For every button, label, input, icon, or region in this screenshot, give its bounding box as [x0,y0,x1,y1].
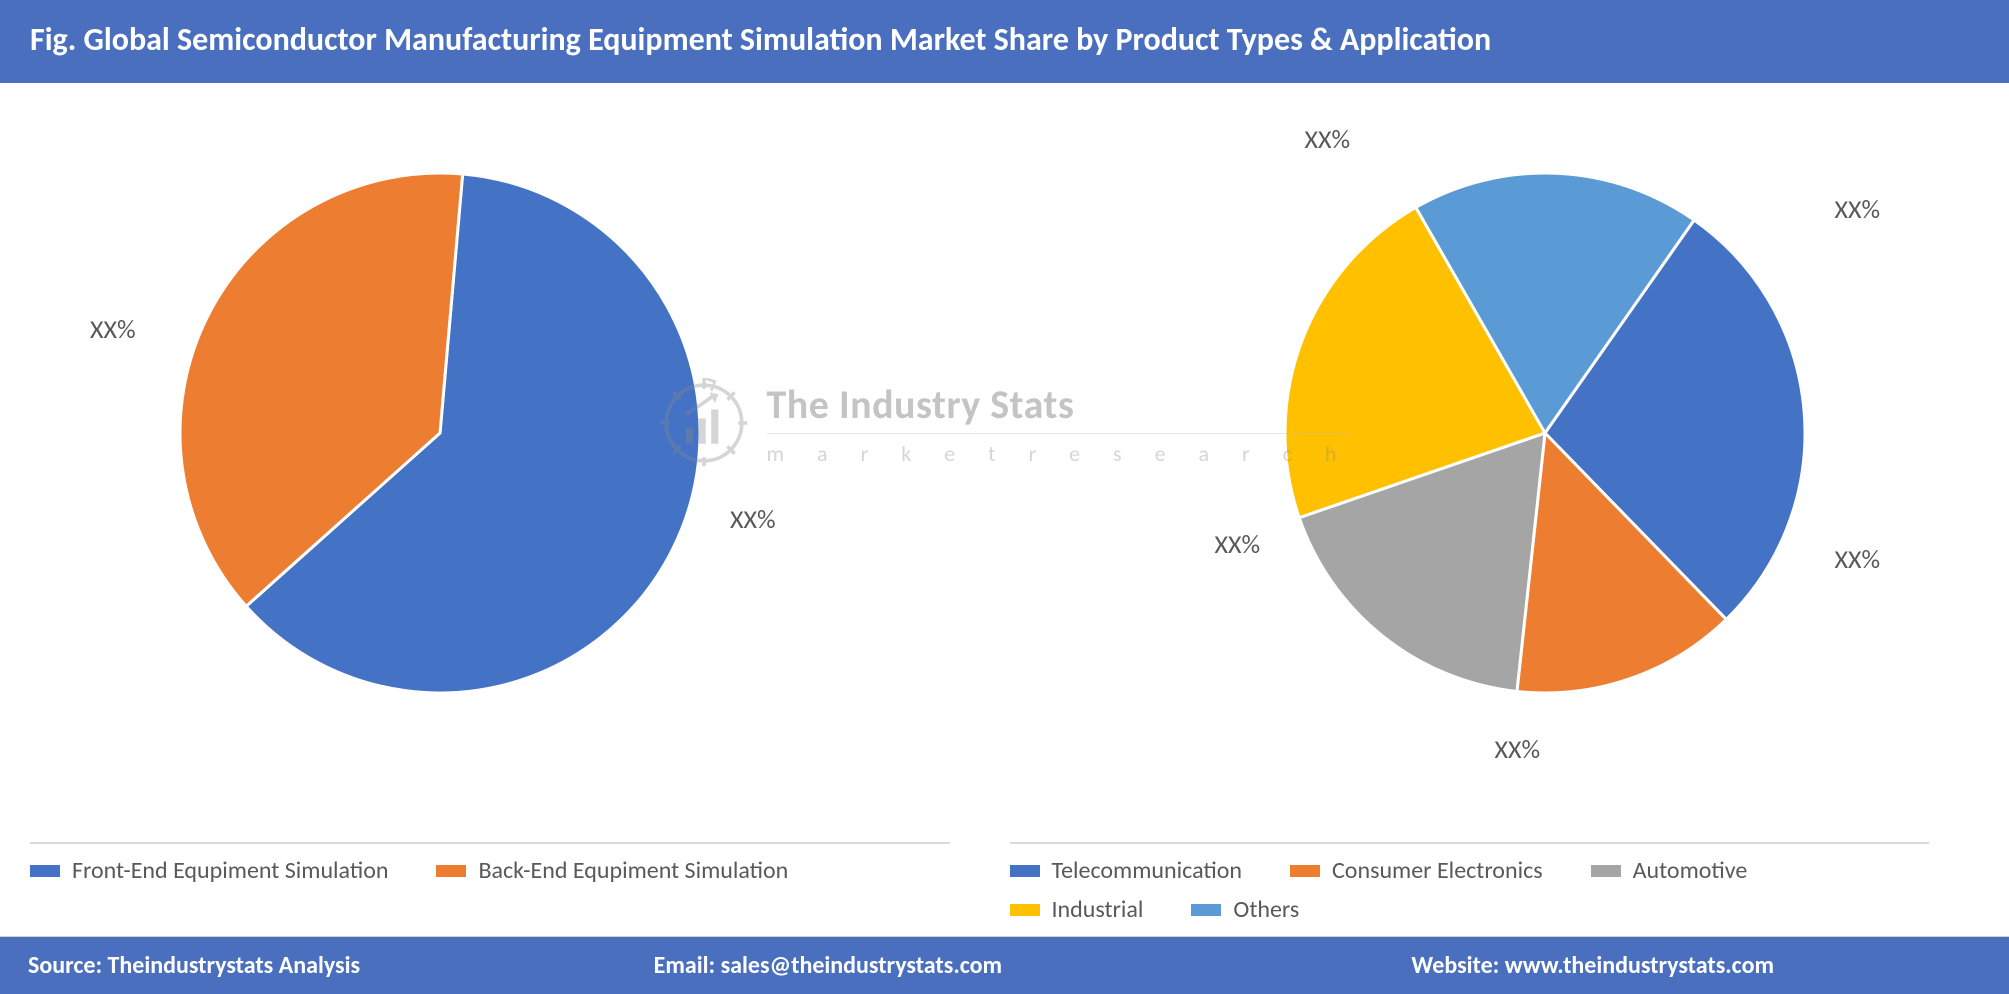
legend-label: Automotive [1633,856,1748,885]
legend-item: Industrial [1010,895,1144,924]
legend-item: Consumer Electronics [1290,856,1543,885]
footer-bar: Source: Theindustrystats Analysis Email:… [0,936,2009,994]
figure-title: Fig. Global Semiconductor Manufacturing … [30,20,1491,59]
figure-title-bar: Fig. Global Semiconductor Manufacturing … [0,0,2009,83]
product-types-pie [180,173,700,693]
legend-label: Consumer Electronics [1332,856,1543,885]
footer-website: Website: www.theindustrystats.com [1251,937,2009,994]
slice-label: XX% [1835,193,1881,225]
legend-label: Front-End Equpiment Simulation [72,856,388,885]
slice-label: XX% [1215,528,1261,560]
product-types-pie-cell: XX% XX% [0,83,1005,763]
product-types-legend: Front-End Equpiment Simulation Back-End E… [0,842,980,924]
legend-item: Automotive [1591,856,1748,885]
legend-swatch [436,865,466,877]
legend-row: Front-End Equpiment Simulation Back-End E… [0,842,2009,924]
application-pie-cell: XX% XX% XX% XX% XX% [1005,83,2009,763]
footer-source: Source: Theindustrystats Analysis [0,937,626,994]
legend-swatch [1290,865,1320,877]
footer-email: Email: sales@theindustrystats.com [626,937,1252,994]
legend-item: Telecommunication [1010,856,1243,885]
legend-swatch [1591,865,1621,877]
legend-item: Front-End Equpiment Simulation [30,856,388,885]
charts-row: XX%XX% XX%XX%XX%XX%XX% [0,83,2009,763]
legend-swatch [30,865,60,877]
application-pie [1285,173,1805,693]
legend-items-left: Front-End Equpiment Simulation Back-End E… [30,842,950,885]
legend-swatch [1010,904,1040,916]
slice-label: XX% [1835,543,1881,575]
application-legend: Telecommunication Consumer Electronics Aut… [980,842,2009,924]
legend-label: Industrial [1052,895,1144,924]
legend-item: Back-End Equpiment Simulation [436,856,788,885]
slice-label: XX% [90,313,136,345]
legend-label: Back-End Equpiment Simulation [478,856,788,885]
legend-swatch [1191,904,1221,916]
slice-label: XX% [1305,123,1351,155]
slice-label: XX% [730,503,776,535]
legend-swatch [1010,865,1040,877]
legend-item: Others [1191,895,1299,924]
slice-label: XX% [1495,733,1541,765]
legend-items-right: Telecommunication Consumer Electronics Aut… [1010,842,1930,924]
legend-label: Others [1233,895,1299,924]
legend-label: Telecommunication [1052,856,1243,885]
